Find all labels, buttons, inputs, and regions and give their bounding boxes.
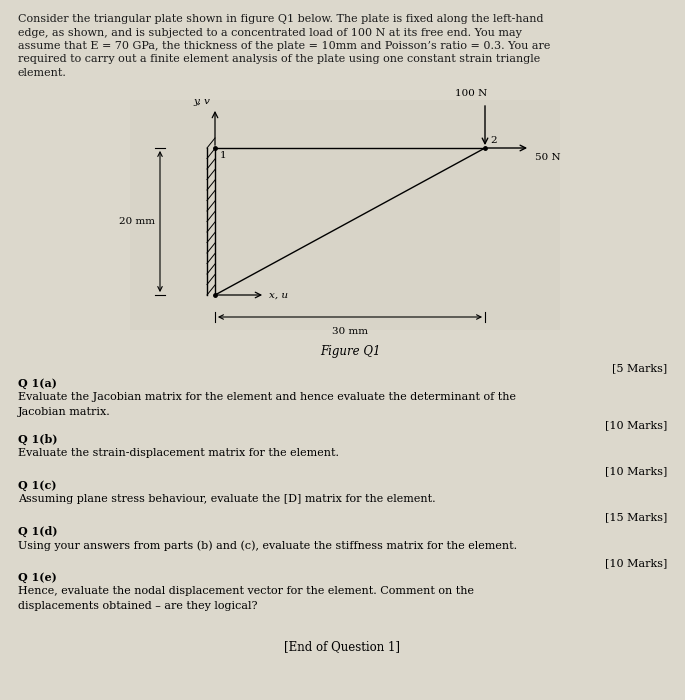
Text: [5 Marks]: [5 Marks] <box>612 363 667 373</box>
Text: [End of Question 1]: [End of Question 1] <box>284 640 400 653</box>
Text: x, u: x, u <box>269 291 288 300</box>
Text: Jacobian matrix.: Jacobian matrix. <box>18 407 111 417</box>
Text: Q 1(d): Q 1(d) <box>18 526 58 537</box>
Text: displacements obtained – are they logical?: displacements obtained – are they logica… <box>18 601 258 611</box>
Text: Evaluate the strain-displacement matrix for the element.: Evaluate the strain-displacement matrix … <box>18 449 339 458</box>
Text: Q 1(b): Q 1(b) <box>18 434 58 445</box>
FancyBboxPatch shape <box>130 100 560 330</box>
Text: Figure Q1: Figure Q1 <box>320 345 380 358</box>
Text: Q 1(c): Q 1(c) <box>18 480 56 491</box>
Text: 30 mm: 30 mm <box>332 327 368 336</box>
Text: Using your answers from parts (b) and (c), evaluate the stiffness matrix for the: Using your answers from parts (b) and (c… <box>18 540 517 551</box>
Text: required to carry out a finite element analysis of the plate using one constant : required to carry out a finite element a… <box>18 55 540 64</box>
Text: Hence, evaluate the nodal displacement vector for the element. Comment on the: Hence, evaluate the nodal displacement v… <box>18 587 474 596</box>
Text: [10 Marks]: [10 Marks] <box>605 558 667 568</box>
Text: Assuming plane stress behaviour, evaluate the [D] matrix for the element.: Assuming plane stress behaviour, evaluat… <box>18 494 436 505</box>
Text: Q 1(e): Q 1(e) <box>18 572 57 583</box>
Text: 20 mm: 20 mm <box>119 216 155 225</box>
Text: assume that E = 70 GPa, the thickness of the plate = 10mm and Poisson’s ratio = : assume that E = 70 GPa, the thickness of… <box>18 41 550 51</box>
Text: 50 N: 50 N <box>535 153 560 162</box>
Text: 2: 2 <box>490 136 497 145</box>
Text: Q 1(a): Q 1(a) <box>18 378 57 389</box>
Text: 100 N: 100 N <box>455 89 487 98</box>
Text: [10 Marks]: [10 Marks] <box>605 420 667 430</box>
Text: y, v: y, v <box>193 97 210 106</box>
Text: element.: element. <box>18 68 67 78</box>
Text: edge, as shown, and is subjected to a concentrated load of 100 N at its free end: edge, as shown, and is subjected to a co… <box>18 27 522 38</box>
Text: 1: 1 <box>220 151 227 160</box>
Text: [10 Marks]: [10 Marks] <box>605 466 667 476</box>
Text: [15 Marks]: [15 Marks] <box>605 512 667 522</box>
Text: Evaluate the Jacobian matrix for the element and hence evaluate the determinant : Evaluate the Jacobian matrix for the ele… <box>18 393 516 402</box>
Text: Consider the triangular plate shown in figure Q1 below. The plate is fixed along: Consider the triangular plate shown in f… <box>18 14 543 24</box>
